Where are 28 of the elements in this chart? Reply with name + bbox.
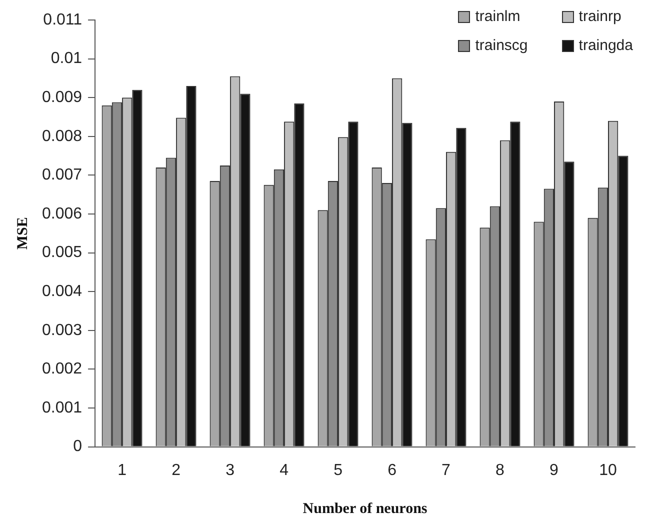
x-tick-label: 6: [388, 462, 397, 479]
x-tick-label: 9: [550, 462, 559, 479]
x-tick-label: 3: [226, 462, 235, 479]
x-axis-title: Number of neurons: [302, 500, 428, 517]
x-tick-label: 10: [599, 462, 617, 479]
y-tick-label: 0.001: [42, 399, 82, 416]
legend-label: trainlm: [475, 8, 520, 25]
y-tick-label: 0.009: [42, 89, 82, 106]
y-tick-label: 0.007: [42, 166, 82, 184]
y-tick-label: 0.008: [42, 128, 82, 145]
legend-label: traingda: [578, 37, 633, 54]
x-tick-label: 1: [118, 462, 127, 479]
x-tick-label: 2: [172, 462, 181, 479]
legend-label: trainscg: [475, 37, 528, 54]
y-tick-label: 0.011: [43, 11, 82, 28]
y-tick-label: 0.005: [42, 244, 82, 262]
x-tick-label: 8: [496, 462, 505, 479]
x-tick-label: 4: [280, 462, 289, 479]
y-tick-label: 0.003: [42, 322, 82, 339]
x-tick-label: 7: [442, 462, 451, 479]
y-tick-label: 0.004: [42, 283, 82, 300]
legend-label: trainrp: [578, 8, 622, 25]
x-tick-label: 5: [334, 462, 343, 479]
y-tick-label: 0.002: [42, 360, 82, 378]
y-axis-title: MSE: [14, 217, 31, 250]
y-tick-label: 0.01: [50, 50, 82, 68]
y-tick-label: 0.006: [42, 205, 82, 222]
y-tick-label: 0: [73, 438, 82, 456]
